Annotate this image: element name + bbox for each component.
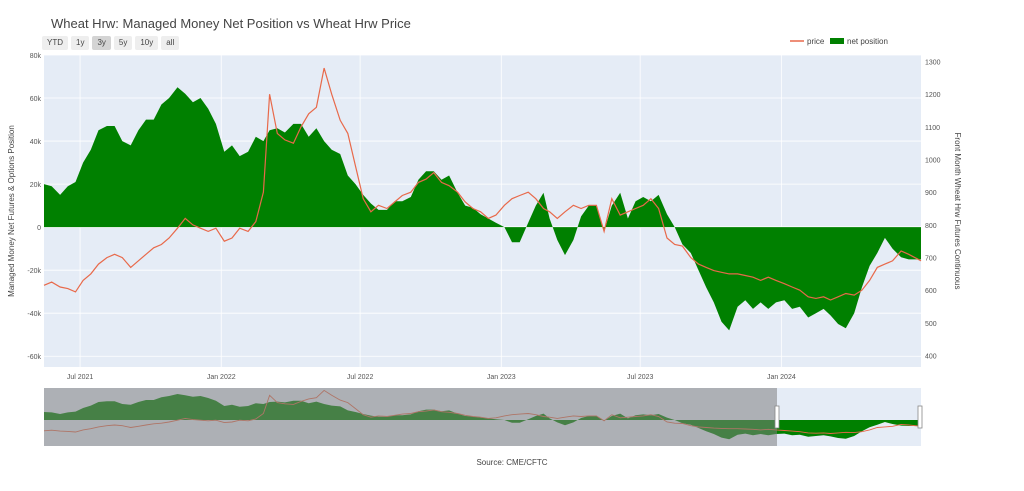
y-left-tick-label: 20k [30,182,42,189]
x-tick-label: Jan 2024 [767,374,796,381]
y-right-tick-label: 800 [925,223,937,230]
y-left-tick-label: 60k [30,96,42,103]
x-tick-label: Jul 2022 [347,374,374,381]
navigator-unselected-shade [44,388,777,446]
y-right-tick-label: 600 [925,288,937,295]
legend-net-swatch [830,38,844,44]
source-note: Source: CME/CFTC [476,458,548,467]
legend: price net position [790,37,888,46]
x-tick-label: Jan 2022 [207,374,236,381]
y-right-tick-label: 1200 [925,92,941,99]
y-right-tick-label: 700 [925,256,937,263]
y-axis-right-label: Front Month Wheat Hrw Futures Continuous [953,133,962,290]
navigator-left-handle[interactable] [774,405,780,429]
left-axis-ticks: 80k 60k 40k 20k 0 -20k -40k -60k [27,53,41,361]
range-button-3y[interactable]: 3y [92,36,111,50]
legend-price-label: price [807,37,825,46]
chart-title: Wheat Hrw: Managed Money Net Position vs… [51,16,411,31]
y-right-tick-label: 1000 [925,158,941,165]
y-right-tick-label: 1100 [925,125,940,132]
y-right-tick-label: 400 [925,354,937,361]
range-selector: YTD 1y 3y 5y 10y all [42,36,180,50]
y-left-tick-label: 40k [30,139,42,146]
y-right-tick-label: 1300 [925,60,941,67]
y-left-tick-label: 0 [37,225,41,232]
x-axis-ticks: Jul 2021 Jan 2022 Jul 2022 Jan 2023 Jul 2023… [67,374,796,381]
y-left-tick-label: -20k [27,268,41,275]
range-button-5y[interactable]: 5y [113,36,133,50]
x-tick-label: Jan 2023 [487,374,516,381]
range-button-1y[interactable]: 1y [71,36,90,50]
right-axis-ticks: 1300 1200 1100 1000 900 800 700 600 500 400 [925,60,941,361]
range-navigator[interactable] [43,388,923,446]
legend-net-label: net position [847,37,888,46]
y-left-tick-label: -40k [27,311,41,318]
y-axis-left-label: Managed Money Net Futures & Options Posi… [7,125,16,297]
x-tick-label: Jul 2021 [67,374,94,381]
price-line [43,67,922,301]
y-left-tick-label: -60k [27,354,41,361]
y-right-tick-label: 500 [925,321,937,328]
y-left-tick-label: 80k [30,53,42,60]
navigator-right-handle[interactable] [917,405,923,429]
range-button-ytd[interactable]: YTD [42,36,68,50]
range-button-10y[interactable]: 10y [135,36,159,50]
net-position-area [44,87,921,331]
y-right-tick-label: 900 [925,190,937,197]
x-tick-label: Jul 2023 [627,374,654,381]
range-button-all[interactable]: all [161,36,180,50]
